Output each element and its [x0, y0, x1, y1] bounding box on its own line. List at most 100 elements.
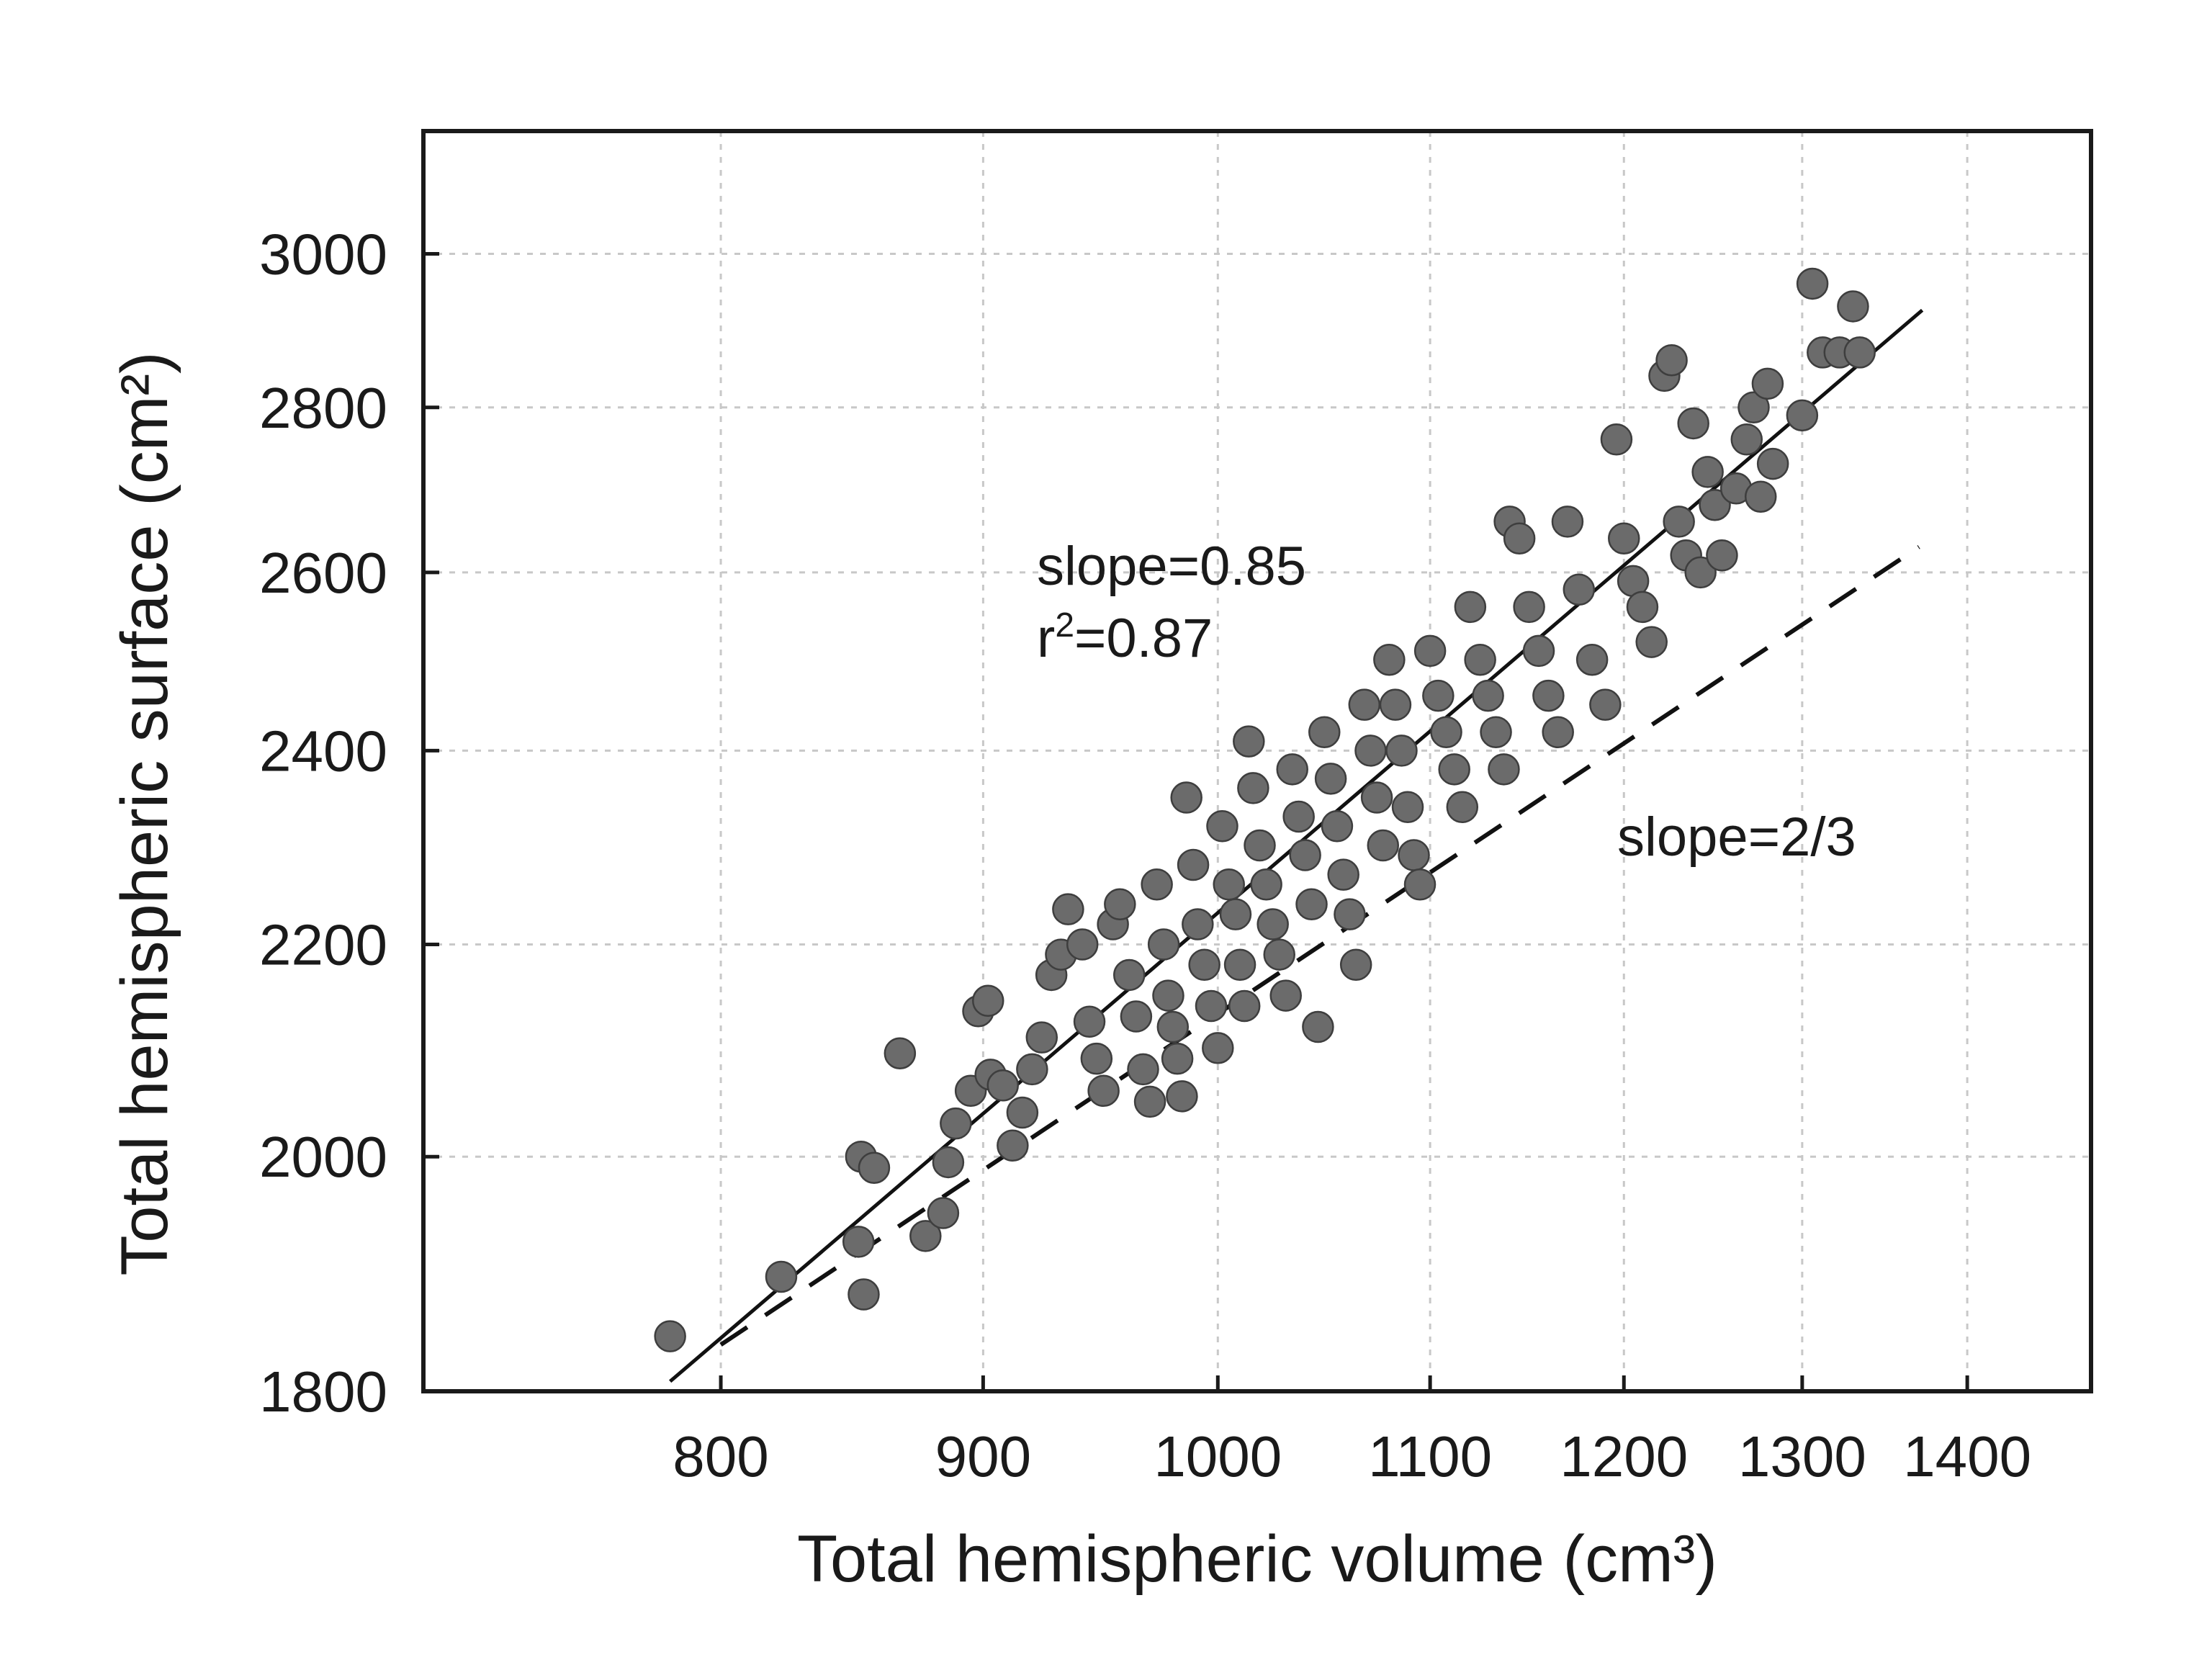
x-tick-label: 1100	[1368, 1424, 1492, 1488]
data-point	[1663, 506, 1695, 538]
data-point	[1398, 839, 1430, 871]
reference-slope-annotation: slope=2/3	[1617, 807, 1856, 868]
data-point	[927, 1197, 960, 1229]
data-point	[1233, 725, 1265, 758]
data-point	[1551, 506, 1584, 538]
r2-prefix: r	[1037, 608, 1055, 669]
data-point	[1314, 763, 1347, 795]
y-axis-title: Total hemispheric surface (cm²)	[108, 351, 181, 1275]
data-point	[1837, 290, 1869, 323]
data-point	[1016, 1053, 1048, 1086]
data-point	[909, 1220, 942, 1252]
x-tick-label: 1200	[1560, 1424, 1688, 1488]
data-point	[1684, 556, 1717, 589]
data-point	[1464, 643, 1496, 676]
data-point	[1403, 868, 1437, 901]
data-point	[1843, 336, 1876, 369]
data-point	[1177, 848, 1210, 881]
data-point	[1244, 829, 1276, 862]
data-point	[1006, 1096, 1039, 1129]
data-point	[1202, 1032, 1234, 1064]
data-point	[1446, 791, 1479, 823]
data-point	[1223, 948, 1256, 981]
tick-layer: 800 900 1000 1100 1200 1300 1400 1800 2000 2200 24…	[259, 222, 2031, 1488]
data-point	[1480, 716, 1512, 749]
y-tick-label: 2200	[259, 912, 387, 976]
reference-line-dashed	[719, 544, 1920, 1347]
data-point	[1751, 367, 1784, 400]
data-point	[1430, 716, 1462, 749]
data-points	[654, 267, 1876, 1352]
data-point	[1796, 267, 1829, 300]
data-point	[1282, 800, 1315, 833]
data-point	[1080, 1042, 1113, 1075]
data-point	[1289, 839, 1321, 871]
data-point	[1626, 590, 1659, 624]
data-point	[1127, 1053, 1159, 1086]
data-point	[1327, 858, 1359, 891]
data-point	[842, 1226, 875, 1258]
data-point	[765, 1260, 798, 1293]
data-point	[1269, 979, 1302, 1012]
data-point	[1133, 1085, 1166, 1118]
data-point	[1706, 539, 1738, 572]
data-point	[1786, 399, 1819, 432]
x-tick-label: 1400	[1903, 1424, 2031, 1488]
y-tick-label: 2400	[259, 719, 387, 783]
data-point	[1532, 679, 1565, 712]
data-point	[1066, 928, 1099, 961]
x-tick-label: 1000	[1154, 1424, 1282, 1488]
data-point	[1213, 868, 1245, 901]
data-point	[1589, 688, 1622, 721]
data-point	[884, 1037, 917, 1069]
data-point	[1503, 522, 1536, 554]
x-tick-label: 900	[935, 1424, 1031, 1488]
data-point	[1677, 407, 1709, 440]
fit-slope-annotation: slope=0.85	[1037, 536, 1306, 597]
data-point	[1513, 590, 1545, 624]
data-point	[1182, 908, 1214, 940]
r2-superscript: 2	[1055, 606, 1074, 645]
data-point	[1608, 522, 1640, 554]
data-point	[1360, 781, 1393, 814]
data-point	[1354, 735, 1387, 767]
data-point	[940, 1107, 972, 1140]
data-point	[1112, 958, 1146, 992]
data-point	[1379, 688, 1412, 721]
data-point	[1438, 753, 1470, 786]
data-point	[1737, 391, 1770, 424]
data-point	[972, 984, 1004, 1018]
data-point	[1730, 423, 1763, 456]
data-point	[1321, 810, 1354, 843]
data-point	[654, 1320, 686, 1352]
data-point	[1161, 1042, 1194, 1075]
data-point	[1104, 888, 1136, 921]
data-point	[1052, 893, 1084, 925]
data-point	[1756, 447, 1789, 480]
data-point	[1391, 791, 1424, 823]
data-point	[1087, 1074, 1120, 1108]
fit-r2-annotation: r2=0.87	[1037, 606, 1213, 669]
y-tick-label: 1800	[259, 1360, 387, 1424]
data-point	[1308, 716, 1341, 749]
data-point	[858, 1151, 891, 1184]
data-point	[1025, 1021, 1058, 1054]
y-tick-label: 3000	[259, 222, 387, 286]
data-point	[1073, 1005, 1106, 1038]
data-point	[1472, 679, 1504, 712]
data-point	[1256, 908, 1289, 940]
data-point	[1454, 590, 1487, 624]
data-point	[1488, 753, 1520, 786]
data-point	[1228, 989, 1261, 1023]
data-point	[986, 1069, 1020, 1102]
data-point	[1219, 898, 1252, 930]
data-point	[1237, 772, 1269, 804]
data-point	[1147, 928, 1180, 961]
data-point	[1188, 948, 1220, 981]
y-tick-label: 2800	[259, 376, 387, 440]
data-point	[1156, 1010, 1190, 1043]
data-point	[1339, 948, 1372, 981]
